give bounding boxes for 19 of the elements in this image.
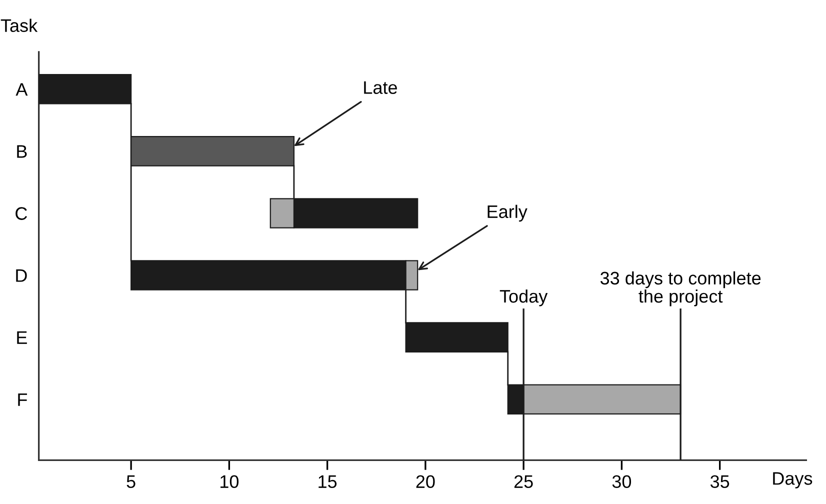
y-tick-label: C: [16, 207, 28, 220]
y-tick-label: A: [16, 83, 28, 96]
x-tick-label: 25: [514, 475, 533, 488]
y-tick-label: F: [18, 393, 27, 406]
y-tick-label: E: [17, 331, 27, 344]
y-axis-title: Task: [0, 18, 38, 32]
annotation: Late: [364, 81, 397, 94]
y-tick-label: D: [16, 269, 27, 282]
ref-line-label: 33 days to complete the project: [600, 271, 761, 306]
x-tick-label: 5: [126, 475, 136, 488]
x-tick-label: 30: [612, 475, 632, 488]
x-tick-label: 35: [710, 475, 730, 488]
x-tick-label: 10: [220, 475, 239, 488]
annotation: Early: [488, 204, 528, 222]
ref-line-label: Today: [500, 289, 548, 306]
x-tick-label: 15: [318, 475, 337, 488]
x-axis-title: Days: [773, 472, 812, 488]
y-tick-label: B: [17, 145, 27, 158]
x-tick-label: 20: [416, 475, 435, 488]
